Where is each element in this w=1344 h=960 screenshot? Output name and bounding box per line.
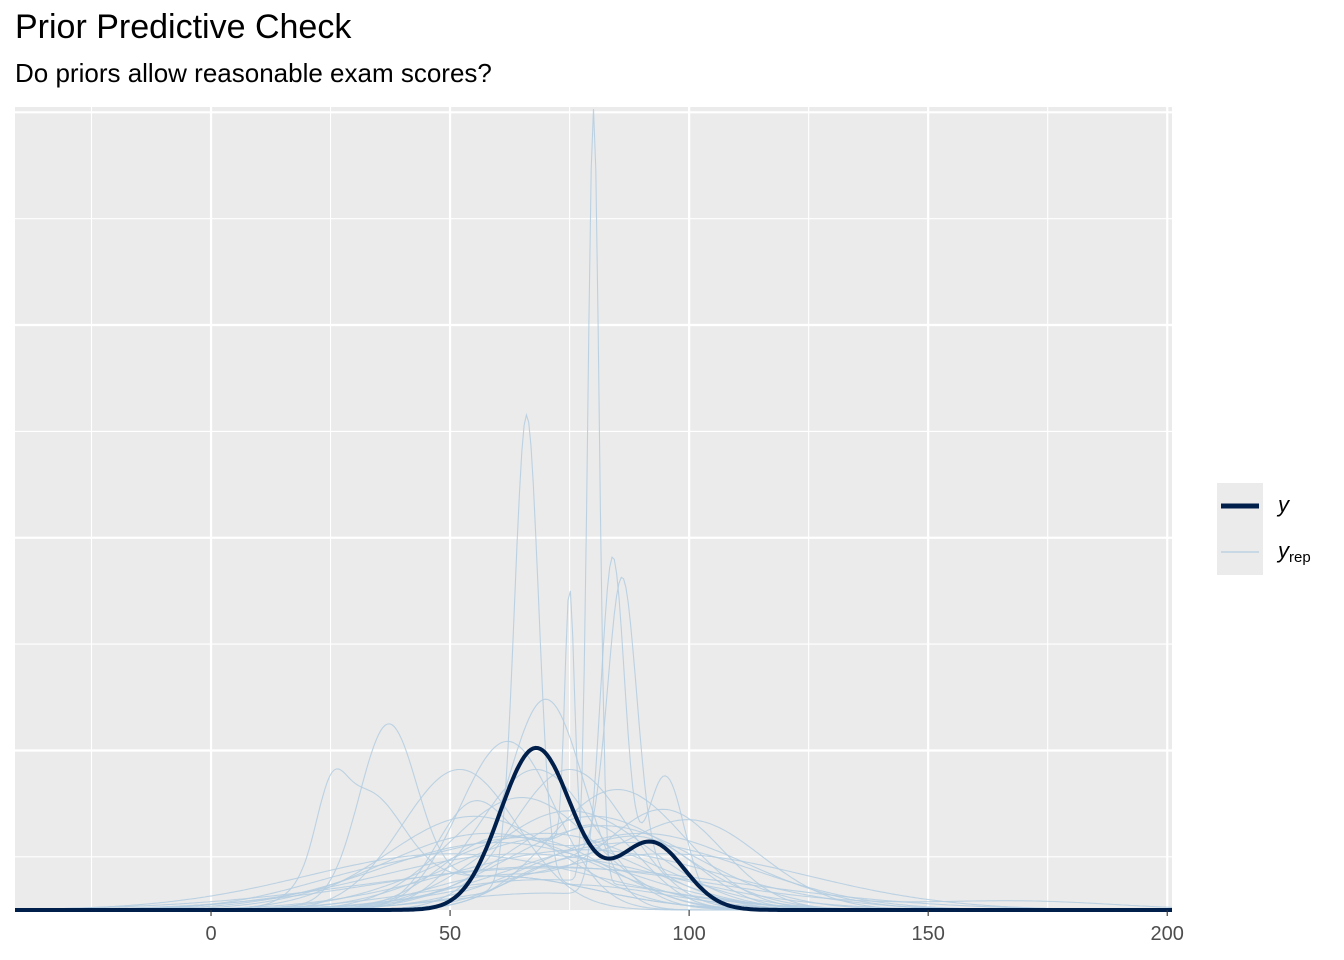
legend-label-y: y [1276,492,1291,517]
legend-label-yrep: yrep [1276,538,1311,566]
x-tick-label: 150 [911,923,944,945]
grid-lines [15,107,1172,910]
yrep-line [15,867,1172,911]
chart-title: Prior Predictive Check [15,8,352,46]
y-line [15,745,1172,912]
x-tick-label: 200 [1151,923,1184,945]
x-axis: 0 50 100 150 200 [205,910,1184,945]
chart-subtitle: Do priors allow reasonable exam scores? [15,58,492,88]
x-tick-label: 100 [672,923,705,945]
x-tick-label: 0 [205,923,216,945]
legend-subscript-rep: rep [1289,549,1311,566]
legend: y yrep [1217,483,1311,575]
x-tick-label: 50 [439,923,461,945]
y-series [15,745,1172,912]
plot-panel [15,107,1172,910]
